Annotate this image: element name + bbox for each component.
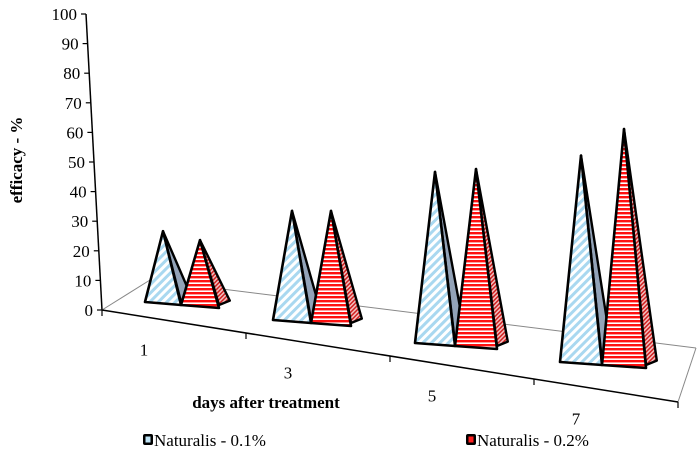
x-tick-label: 5 <box>428 387 437 406</box>
x-tick-label: 7 <box>572 410 581 429</box>
y-tick-label: 50 <box>68 153 85 172</box>
legend-label: Naturalis - 0.2% <box>477 431 589 450</box>
legend-item: Naturalis - 0.1% <box>143 431 266 450</box>
floor-left-edge <box>101 279 151 311</box>
bar-s2-5 <box>453 167 509 351</box>
bar-s1-5 <box>413 170 467 348</box>
bar-s2-1-front <box>179 238 221 310</box>
legend-swatch-fill <box>468 436 474 443</box>
x-tick-label: 1 <box>140 341 149 360</box>
x-axis-title: days after treatment <box>192 393 340 412</box>
bar-s1-7-front <box>558 154 604 367</box>
x-tick-label: 3 <box>284 364 293 383</box>
y-tick-label: 70 <box>65 94 82 113</box>
y-tick-label: 10 <box>74 271 91 290</box>
y-tick-label: 40 <box>70 183 87 202</box>
bar-s1-3 <box>271 209 323 325</box>
bar-s1-5-front <box>413 170 457 348</box>
legend-label: Naturalis - 0.1% <box>154 431 266 450</box>
bar-s2-3-front <box>309 209 353 328</box>
bar-s2-5-front <box>453 167 499 351</box>
legend-swatch-fill <box>145 436 151 443</box>
bar-s2-1 <box>179 238 232 310</box>
y-axis-title: efficacy - % <box>7 117 26 204</box>
bar-s1-7 <box>558 154 614 367</box>
y-tick-label: 20 <box>73 242 90 261</box>
floor-right-edge <box>677 347 697 403</box>
y-tick-label: 60 <box>66 123 83 142</box>
y-tick-label: 30 <box>71 212 88 231</box>
legend-item: Naturalis - 0.2% <box>466 431 589 450</box>
bar-s2-7 <box>600 127 658 370</box>
bar-s2-3 <box>309 209 363 328</box>
bar-s1-1-front <box>143 229 183 307</box>
y-tick-label: 90 <box>62 35 79 54</box>
y-tick-label: 0 <box>85 301 94 320</box>
bar-s1-3-front <box>271 209 313 325</box>
y-tick-label: 100 <box>52 5 78 24</box>
bar-s2-7-front <box>600 127 648 370</box>
y-tick-label: 80 <box>63 64 80 83</box>
